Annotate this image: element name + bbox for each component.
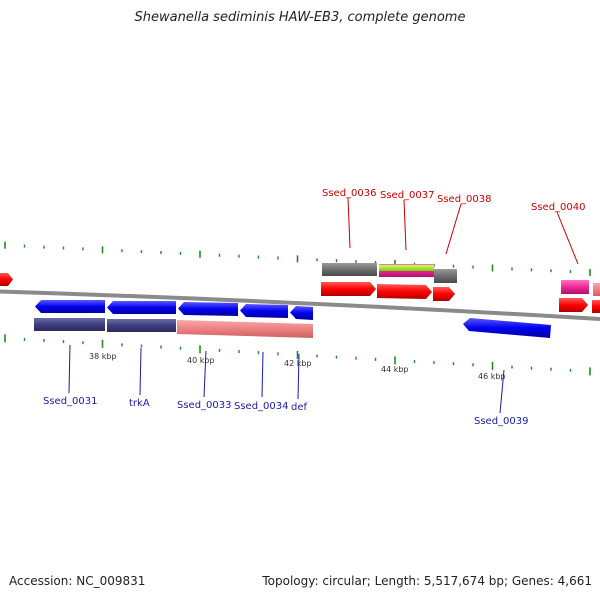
cds-arrow[interactable] bbox=[240, 304, 288, 318]
scale-label-46kbp: 46 kbp bbox=[478, 372, 506, 381]
gene-label-ssed-0038[interactable]: Ssed_0038 bbox=[437, 194, 492, 205]
forward-strand-features bbox=[0, 263, 600, 313]
gene-label-ssed-0033[interactable]: Ssed_0033 bbox=[177, 400, 232, 411]
gene-label-ssed-0040[interactable]: Ssed_0040 bbox=[531, 202, 586, 213]
cds-arrow[interactable] bbox=[35, 300, 105, 313]
gene-label-ssed-0031[interactable]: Ssed_0031 bbox=[43, 396, 98, 407]
cds-homolog-bar[interactable] bbox=[34, 318, 105, 331]
gene-label-ssed-0034[interactable]: Ssed_0034 bbox=[234, 401, 289, 412]
cds-arrow[interactable] bbox=[321, 282, 376, 296]
cds-homolog-bar[interactable] bbox=[593, 283, 600, 296]
outer-tick-marks bbox=[4, 241, 591, 276]
forward-gene-labels: Ssed_0036 Ssed_0037 Ssed_0038 Ssed_0040 bbox=[322, 188, 586, 213]
accession-text: Accession: NC_009831 bbox=[9, 574, 146, 588]
cds-arrow[interactable] bbox=[107, 301, 176, 314]
gene-label-trka[interactable]: trkA bbox=[129, 398, 150, 409]
gene-label-ssed-0037[interactable]: Ssed_0037 bbox=[380, 190, 435, 201]
scale-labels: 38 kbp 40 kbp 42 kbp 44 kbp 46 kbp bbox=[89, 352, 506, 381]
scale-label-40kbp: 40 kbp bbox=[187, 356, 215, 365]
cds-homolog-bar[interactable] bbox=[177, 320, 313, 338]
cds-homolog-bar[interactable] bbox=[561, 280, 589, 294]
gene-label-ssed-0036[interactable]: Ssed_0036 bbox=[322, 188, 377, 199]
label-leader-lines bbox=[68, 197, 579, 414]
topology-text: Topology: circular; Length: 5,517,674 bp… bbox=[262, 574, 592, 588]
cds-homolog-bar[interactable] bbox=[434, 269, 457, 283]
cds-arrow[interactable] bbox=[433, 287, 455, 301]
cds-arrow[interactable] bbox=[178, 302, 238, 316]
gene-label-ssed-0039[interactable]: Ssed_0039 bbox=[474, 416, 529, 427]
cds-arrow[interactable] bbox=[559, 298, 588, 312]
gene-label-def[interactable]: def bbox=[291, 402, 308, 413]
scale-label-38kbp: 38 kbp bbox=[89, 352, 117, 361]
reverse-strand-features bbox=[34, 300, 551, 338]
cds-arrow[interactable] bbox=[592, 300, 600, 313]
cds-homolog-bar[interactable] bbox=[107, 319, 176, 332]
cds-arrow[interactable] bbox=[463, 318, 551, 338]
scale-label-44kbp: 44 kbp bbox=[381, 365, 409, 374]
reverse-gene-labels: Ssed_0031 trkA Ssed_0033 Ssed_0034 def S… bbox=[43, 396, 529, 427]
cds-arrow[interactable] bbox=[0, 273, 13, 286]
inner-tick-marks bbox=[4, 334, 591, 376]
map-title: Shewanella sediminis HAW-EB3, complete g… bbox=[134, 10, 466, 25]
scale-label-42kbp: 42 kbp bbox=[284, 359, 312, 368]
cds-homolog-bar[interactable] bbox=[379, 265, 434, 271]
cds-arrow[interactable] bbox=[377, 284, 432, 299]
cds-homolog-bar[interactable] bbox=[322, 263, 377, 276]
backbone-line bbox=[0, 289, 600, 321]
cds-arrow[interactable] bbox=[290, 306, 313, 320]
